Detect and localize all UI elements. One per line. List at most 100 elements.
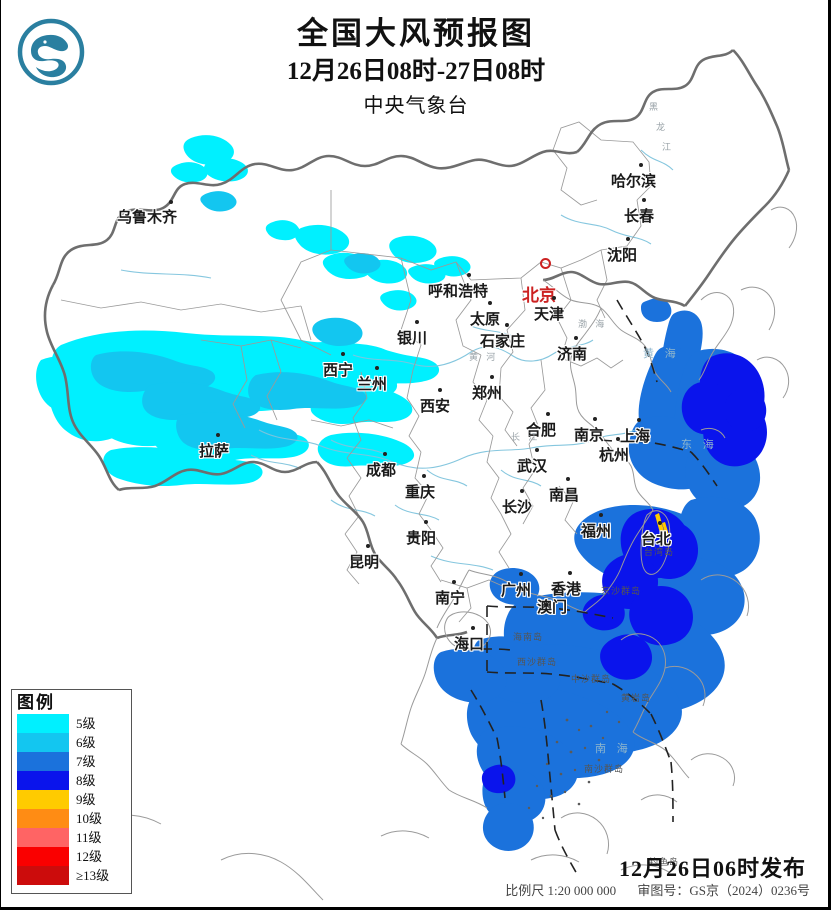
city-marker-dot (626, 237, 630, 241)
city-marker-dot (568, 571, 572, 575)
province-borders-layer (60, 121, 652, 623)
city-label: 太原 (470, 312, 501, 328)
city-label: 福州 (581, 524, 612, 540)
island-label: 黄岩岛 (621, 693, 652, 703)
city-marker-dot (375, 366, 379, 370)
city-marker-dot (599, 513, 603, 517)
city-label: 长春 (624, 209, 655, 225)
city-label: 重庆 (405, 485, 436, 501)
island-label: 台湾岛 (644, 547, 675, 557)
city-marker-dot (467, 273, 471, 277)
legend-row: 9级 (17, 790, 127, 809)
city-marker-dot (520, 489, 524, 493)
city-label: 呼和浩特 (428, 284, 489, 300)
island-label: 钓鱼岛 (649, 857, 680, 867)
city-label: 武汉 (517, 459, 548, 475)
city-marker-dot (169, 200, 173, 204)
city-label: 长沙 (502, 500, 533, 516)
city-label: 澳门 (537, 600, 568, 616)
city-label: 上海 (620, 429, 651, 445)
city-marker-dot (422, 474, 426, 478)
city-marker-dot (341, 352, 345, 356)
city-marker-dot (658, 521, 662, 525)
city-label: 广州 (501, 583, 532, 599)
legend-swatch (17, 809, 69, 828)
geo-annotation-label: 黑 (649, 102, 662, 112)
city-marker-dot (566, 477, 570, 481)
city-marker-dot (366, 544, 370, 548)
sea-label: 东 海 (681, 439, 718, 451)
city-label: 昆明 (349, 555, 380, 571)
legend-label: 6级 (76, 735, 96, 750)
legend-label: ≥13级 (76, 868, 110, 883)
issue-time: 12月26日06时发布 (618, 856, 806, 881)
city-marker-dot (642, 198, 646, 202)
city-marker-dot (593, 417, 597, 421)
legend-row: 7级 (17, 752, 127, 771)
city-label: 南京 (574, 428, 605, 444)
city-label: 成都 (366, 463, 397, 479)
wind-zone-level8 (481, 353, 767, 794)
city-marker-dot (505, 323, 509, 327)
city-label: 香港 (551, 582, 582, 598)
island-label: 西沙群岛 (517, 657, 558, 667)
wind-zone-level6 (90, 191, 668, 450)
legend-swatch (17, 771, 69, 790)
city-marker-dot (616, 437, 620, 441)
city-marker-dot (383, 452, 387, 456)
sea-label: 黄 海 (643, 348, 680, 360)
city-label: 西宁 (323, 363, 354, 379)
city-label: 银川 (397, 331, 428, 347)
city-marker-dot (438, 388, 442, 392)
legend-label: 9级 (76, 792, 96, 807)
city-marker-dot (546, 412, 550, 416)
city-marker-dot (415, 320, 419, 324)
city-marker-dot (540, 258, 551, 269)
legend-row: 10级 (17, 809, 127, 828)
legend-label: 7级 (76, 754, 96, 769)
legend-label: 10级 (76, 811, 103, 826)
city-label: 石家庄 (480, 334, 526, 350)
national-border-layer (43, 48, 791, 640)
city-label: 沈阳 (607, 248, 638, 264)
legend-swatch (17, 828, 69, 847)
map-scale: 比例尺 1:20 000 000 (505, 883, 617, 898)
city-marker-dot (488, 301, 492, 305)
island-label: 南沙群岛 (584, 764, 625, 774)
spratly-islets (527, 710, 621, 820)
legend-row: 5级 (17, 714, 127, 733)
legend-label: 12级 (76, 849, 103, 864)
legend-label: 8级 (76, 773, 96, 788)
city-marker-dot (452, 580, 456, 584)
map-approval-number: 审图号：GS京（2024）0236号 (637, 883, 810, 898)
city-marker-dot (637, 418, 641, 422)
city-marker-dot (574, 336, 578, 340)
island-label: 海南岛 (513, 632, 544, 642)
legend-swatch (17, 847, 69, 866)
legend-box: 图例 5级 6级 7级 8级 9级 10级 11级 12级 ≥13级 (11, 689, 132, 894)
legend-title: 图例 (17, 693, 55, 712)
sea-label: 南 海 (595, 743, 632, 755)
city-marker-dot (216, 433, 220, 437)
island-label: 中沙群岛 (571, 674, 612, 684)
city-label: 贵阳 (406, 531, 437, 547)
geo-annotation-label: 渤 海 (578, 319, 608, 329)
city-label: 郑州 (472, 386, 503, 402)
legend-row: 12级 (17, 847, 127, 866)
city-label: 西安 (420, 399, 451, 415)
legend-swatch (17, 752, 69, 771)
geo-annotation-label: 龙 (656, 122, 669, 132)
legend-swatch (17, 790, 69, 809)
legend-rows: 5级 6级 7级 8级 9级 10级 11级 12级 ≥13级 (17, 714, 127, 885)
city-label: 拉萨 (199, 444, 230, 460)
legend-label: 11级 (76, 830, 102, 845)
city-marker-dot (554, 589, 558, 593)
city-label: 杭州 (599, 448, 630, 464)
city-label: 兰州 (357, 377, 388, 393)
geo-annotation-label: 江 (662, 142, 675, 152)
city-label: 海口 (454, 637, 485, 653)
city-label: 台北 (641, 532, 672, 548)
legend-row: 8级 (17, 771, 127, 790)
